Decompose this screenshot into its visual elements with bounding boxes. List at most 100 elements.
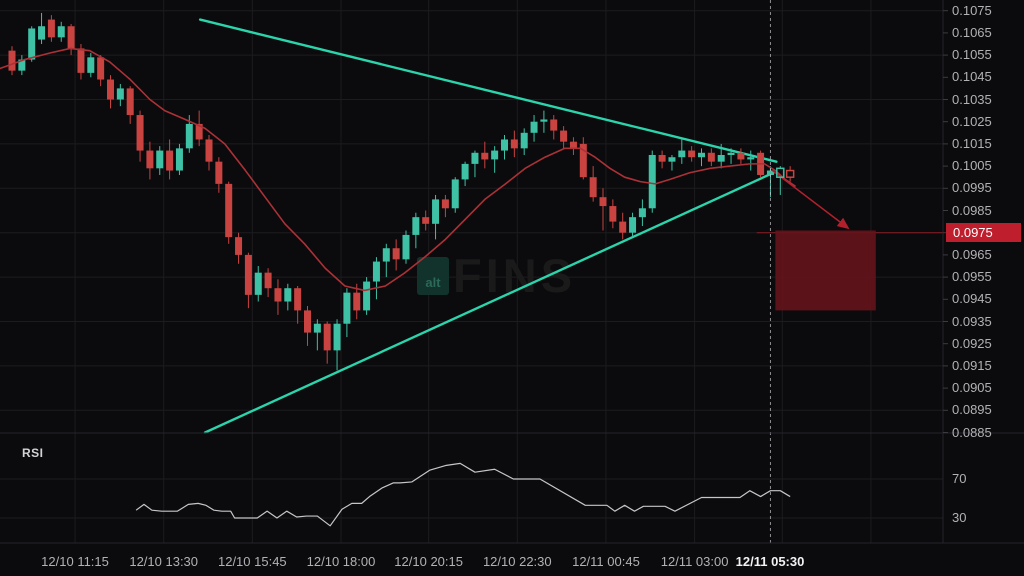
candle-up — [678, 139, 686, 164]
target-zone-box[interactable] — [775, 230, 876, 311]
candle-up — [156, 146, 164, 175]
time-axis[interactable]: 12/11 05:30 12/10 11:15 12/10 13:30 12/10 … — [0, 543, 1024, 576]
candle-down — [688, 146, 696, 162]
candle-up — [284, 283, 292, 311]
candle-down — [589, 166, 597, 202]
price-axis[interactable]: 0.0975 0.1075 0.1065 0.1055 0.1045 0.1035 0.1… — [943, 0, 1024, 543]
candle-body — [195, 123, 203, 140]
candle-body — [441, 199, 449, 209]
candle-body — [727, 152, 735, 155]
candle-body — [116, 88, 124, 100]
moving-average-line — [0, 47, 796, 292]
candle-down — [244, 252, 252, 309]
candle-body — [451, 179, 459, 209]
candle-up — [28, 26, 36, 62]
candle-up — [520, 128, 528, 155]
candle-body — [166, 150, 174, 171]
time-axis-label: 12/10 15:45 — [217, 554, 287, 569]
candle-body — [126, 88, 134, 116]
candle-up — [530, 115, 538, 142]
candle-body — [501, 139, 508, 151]
candle-up — [491, 146, 499, 173]
candle-down — [481, 141, 489, 169]
candle-up — [451, 177, 459, 213]
candle-body-hollow — [785, 169, 795, 178]
rsi-pane-title: RSI — [22, 446, 44, 460]
candle-body — [599, 197, 607, 207]
candle-up — [461, 161, 469, 187]
candle-body — [668, 157, 676, 162]
candle-up — [382, 243, 390, 278]
candle-body — [579, 143, 587, 178]
watermark-logo-text: alt — [425, 275, 441, 290]
candle-body — [638, 208, 646, 218]
price-axis-label: 0.1005 — [952, 158, 992, 174]
candle-down — [235, 232, 243, 264]
candle-up — [57, 21, 65, 42]
candle-body — [225, 183, 233, 238]
candle-body — [185, 123, 193, 149]
price-axis-label: 0.0965 — [952, 246, 992, 262]
candle-body — [175, 148, 183, 171]
candle-down — [560, 126, 568, 149]
candle-up — [717, 143, 725, 169]
projection-arrow[interactable] — [771, 169, 850, 230]
price-axis-label: 0.0925 — [952, 335, 992, 351]
candle-down — [392, 239, 400, 271]
rsi-axis-label: 70 — [952, 471, 967, 486]
price-axis-label: 0.1015 — [952, 135, 992, 151]
candle-body — [461, 163, 469, 180]
candle-body — [136, 115, 144, 151]
candle-body — [372, 261, 380, 282]
forecast-candle-down — [785, 166, 795, 182]
candle-body-hollow — [776, 167, 785, 178]
candle-body — [333, 323, 341, 351]
price-axis-label: 0.0995 — [952, 180, 992, 196]
candle-up — [471, 150, 479, 178]
candle-up — [116, 83, 124, 107]
candle-down — [737, 148, 745, 164]
time-axis-label: 12/10 20:15 — [394, 554, 463, 569]
candle-down — [136, 110, 144, 162]
candle-body — [382, 248, 390, 262]
candle-up — [254, 266, 262, 302]
price-axis-label: 0.1055 — [952, 47, 992, 63]
candle-up — [363, 277, 371, 315]
candle-body — [698, 152, 705, 158]
candle-body — [510, 139, 518, 149]
candle-body — [304, 310, 311, 333]
candle-body — [540, 119, 548, 122]
candle-up — [727, 148, 735, 164]
candle-down — [619, 212, 627, 240]
candle-body — [629, 217, 637, 233]
candle-up — [343, 288, 351, 338]
candle-down — [107, 75, 114, 109]
candle-body — [274, 288, 282, 302]
time-axis-label: 12/11 03:00 — [660, 554, 729, 569]
rsi-axis-label: 30 — [952, 510, 967, 525]
candle-body — [244, 254, 252, 295]
candle-body — [67, 26, 75, 49]
candle-body — [38, 26, 46, 40]
candle-body — [97, 57, 105, 80]
candle-body — [747, 157, 755, 160]
price-axis-label: 0.1075 — [952, 2, 992, 18]
candle-up — [638, 199, 646, 227]
candle-down — [550, 115, 558, 140]
trendline-lower[interactable] — [203, 171, 775, 434]
candle-body — [619, 221, 627, 233]
candle-down — [215, 157, 223, 193]
candle-body — [530, 121, 538, 133]
time-axis-label: 12/10 11:15 — [41, 554, 109, 569]
price-axis-label: 0.1065 — [952, 24, 992, 40]
candle-down — [225, 181, 233, 244]
candle-body — [678, 150, 686, 158]
candle-body — [87, 57, 95, 73]
trendline-upper[interactable] — [198, 18, 778, 163]
candle-body — [766, 170, 774, 175]
candle-body — [402, 234, 410, 260]
candle-body — [18, 59, 26, 71]
candle-body — [589, 177, 597, 198]
